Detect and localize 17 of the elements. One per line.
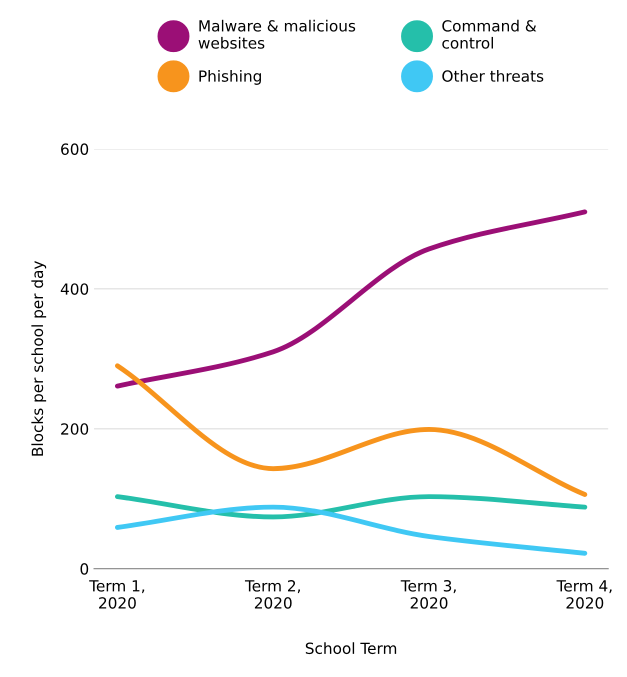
line-series (114, 504, 588, 556)
legend-label: Command & control (442, 20, 536, 49)
legend-label: Other threats (442, 70, 544, 82)
y-tick-label: 400 (60, 283, 88, 295)
x-tick-label: Term 1, 2020 (89, 580, 144, 609)
x-tick-label: Term 4, 2020 (556, 580, 612, 609)
line-series (114, 209, 588, 389)
legend-label: Malware & malicious websites (198, 20, 356, 49)
line-series (114, 363, 588, 497)
y-tick-label: 600 (61, 143, 88, 155)
y-axis-title: Blocks per school per day (31, 260, 46, 456)
y-tick-label: 200 (61, 423, 88, 435)
x-tick-label: Term 2, 2020 (244, 580, 300, 609)
x-axis-title: School Term (306, 642, 396, 654)
x-tick-label: Term 3, 2020 (400, 580, 456, 609)
legend-label: Phishing (199, 70, 261, 85)
y-tick-label: 0 (80, 563, 88, 575)
